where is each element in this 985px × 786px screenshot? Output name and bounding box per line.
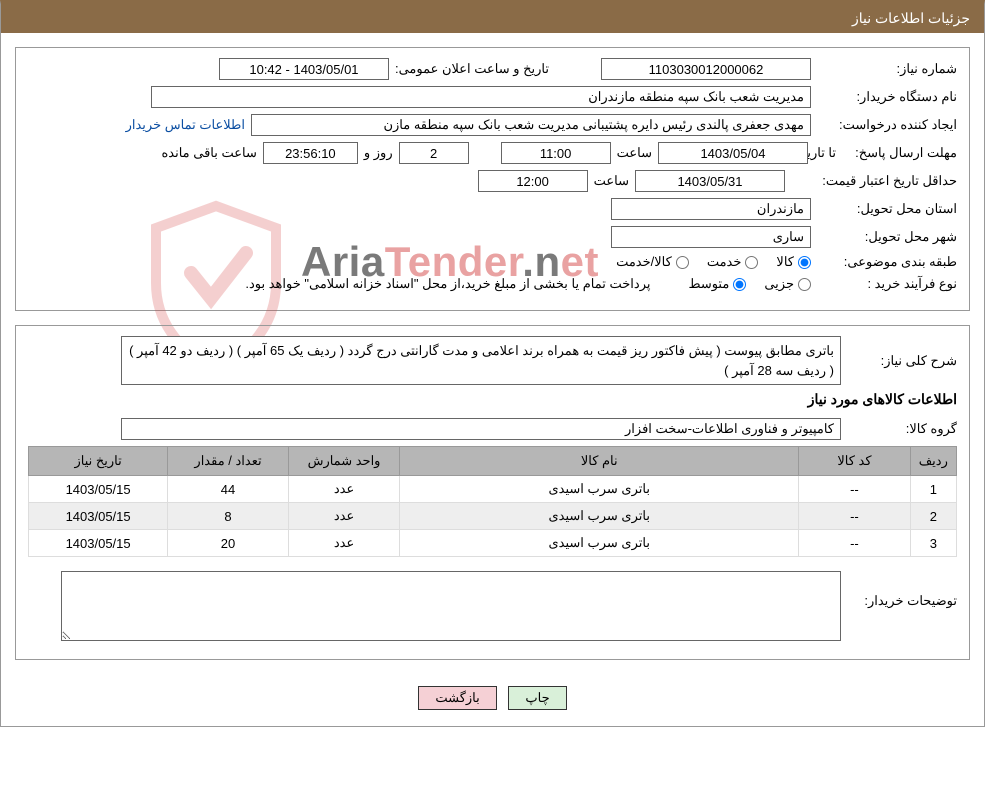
buyer-org-label: نام دستگاه خریدار: (817, 89, 957, 105)
table-row: 2--باتری سرب اسیدیعدد81403/05/15 (29, 503, 957, 530)
need-no-field[interactable] (601, 58, 811, 80)
countdown-field (263, 142, 358, 164)
category-goods-text: کالا (776, 254, 794, 270)
col-unit: واحد شمارش (288, 447, 399, 476)
buyer-notes-label: توضیحات خریدار: (847, 571, 957, 609)
requester-field[interactable] (251, 114, 811, 136)
process-medium-text: متوسط (688, 276, 729, 292)
details-panel: شرح کلی نیاز: باتری مطابق پیوست ( پیش فا… (15, 325, 970, 660)
cell-unit: عدد (288, 503, 399, 530)
cell-row: 1 (910, 476, 956, 503)
group-field[interactable] (121, 418, 841, 440)
contact-link[interactable]: اطلاعات تماس خریدار (126, 117, 245, 133)
validity-label: حداقل تاریخ اعتبار قیمت: (819, 173, 957, 189)
print-button[interactable]: چاپ (508, 686, 566, 710)
days-word: روز و (364, 145, 393, 161)
table-row: 1--باتری سرب اسیدیعدد441403/05/15 (29, 476, 957, 503)
group-label: گروه کالا: (847, 421, 957, 437)
cell-name: باتری سرب اسیدی (400, 503, 799, 530)
category-service-radio[interactable] (745, 256, 758, 269)
category-service-text: خدمت (707, 254, 742, 270)
requester-label: ایجاد کننده درخواست: (817, 117, 957, 133)
col-row: ردیف (910, 447, 956, 476)
category-goods-radio[interactable] (798, 256, 811, 269)
validity-time-field[interactable] (478, 170, 588, 192)
cell-code: -- (799, 476, 910, 503)
page-title: جزئیات اطلاعات نیاز (1, 4, 984, 33)
button-row: چاپ بازگشت (1, 674, 984, 726)
announce-field[interactable] (219, 58, 389, 80)
need-no-label: شماره نیاز: (817, 61, 957, 77)
process-label: نوع فرآیند خرید : (817, 276, 957, 292)
category-goods-service-text: کالا/خدمت (616, 254, 672, 270)
process-partial-text: جزیی (764, 276, 794, 292)
deadline-date-field[interactable] (658, 142, 808, 164)
items-section-title: اطلاعات کالاهای مورد نیاز (28, 391, 957, 408)
category-label: طبقه بندی موضوعی: (817, 254, 957, 270)
cell-qty: 20 (168, 530, 289, 557)
col-qty: تعداد / مقدار (168, 447, 289, 476)
remaining-word: ساعت باقی مانده (161, 145, 256, 161)
process-note: پرداخت تمام یا بخشی از مبلغ خرید،از محل … (245, 276, 650, 292)
info-panel: AriaTender.net شماره نیاز: تاریخ و ساعت … (15, 47, 970, 311)
delivery-province-label: استان محل تحویل: (817, 201, 957, 217)
buyer-notes-field[interactable] (61, 571, 841, 641)
cell-qty: 44 (168, 476, 289, 503)
cell-date: 1403/05/15 (29, 476, 168, 503)
col-name: نام کالا (400, 447, 799, 476)
delivery-city-field[interactable] (611, 226, 811, 248)
cell-name: باتری سرب اسیدی (400, 530, 799, 557)
category-goods-service-radio[interactable] (676, 256, 689, 269)
process-medium-radio[interactable] (733, 278, 746, 291)
cell-date: 1403/05/15 (29, 530, 168, 557)
summary-label: شرح کلی نیاز: (847, 353, 957, 369)
table-row: 3--باتری سرب اسیدیعدد201403/05/15 (29, 530, 957, 557)
col-date: تاریخ نیاز (29, 447, 168, 476)
delivery-city-label: شهر محل تحویل: (817, 229, 957, 245)
cell-date: 1403/05/15 (29, 503, 168, 530)
cell-row: 2 (910, 503, 956, 530)
announce-label: تاریخ و ساعت اعلان عمومی: (395, 61, 549, 77)
items-table: ردیف کد کالا نام کالا واحد شمارش تعداد /… (28, 446, 957, 557)
cell-code: -- (799, 530, 910, 557)
cell-name: باتری سرب اسیدی (400, 476, 799, 503)
buyer-org-field[interactable] (151, 86, 811, 108)
process-partial-radio[interactable] (798, 278, 811, 291)
cell-unit: عدد (288, 530, 399, 557)
validity-date-field[interactable] (635, 170, 785, 192)
summary-field: باتری مطابق پیوست ( پیش فاکتور ریز قیمت … (121, 336, 841, 385)
cell-row: 3 (910, 530, 956, 557)
cell-unit: عدد (288, 476, 399, 503)
deadline-label: مهلت ارسال پاسخ: (842, 145, 957, 161)
validity-time-label: ساعت (594, 173, 629, 189)
deadline-time-field[interactable] (501, 142, 611, 164)
cell-qty: 8 (168, 503, 289, 530)
deadline-to-date-label: تا تاریخ: (814, 145, 836, 161)
cell-code: -- (799, 503, 910, 530)
back-button[interactable]: بازگشت (418, 686, 496, 710)
col-code: کد کالا (799, 447, 910, 476)
deadline-time-label: ساعت (617, 145, 652, 161)
delivery-province-field[interactable] (611, 198, 811, 220)
days-remaining-field (399, 142, 469, 164)
